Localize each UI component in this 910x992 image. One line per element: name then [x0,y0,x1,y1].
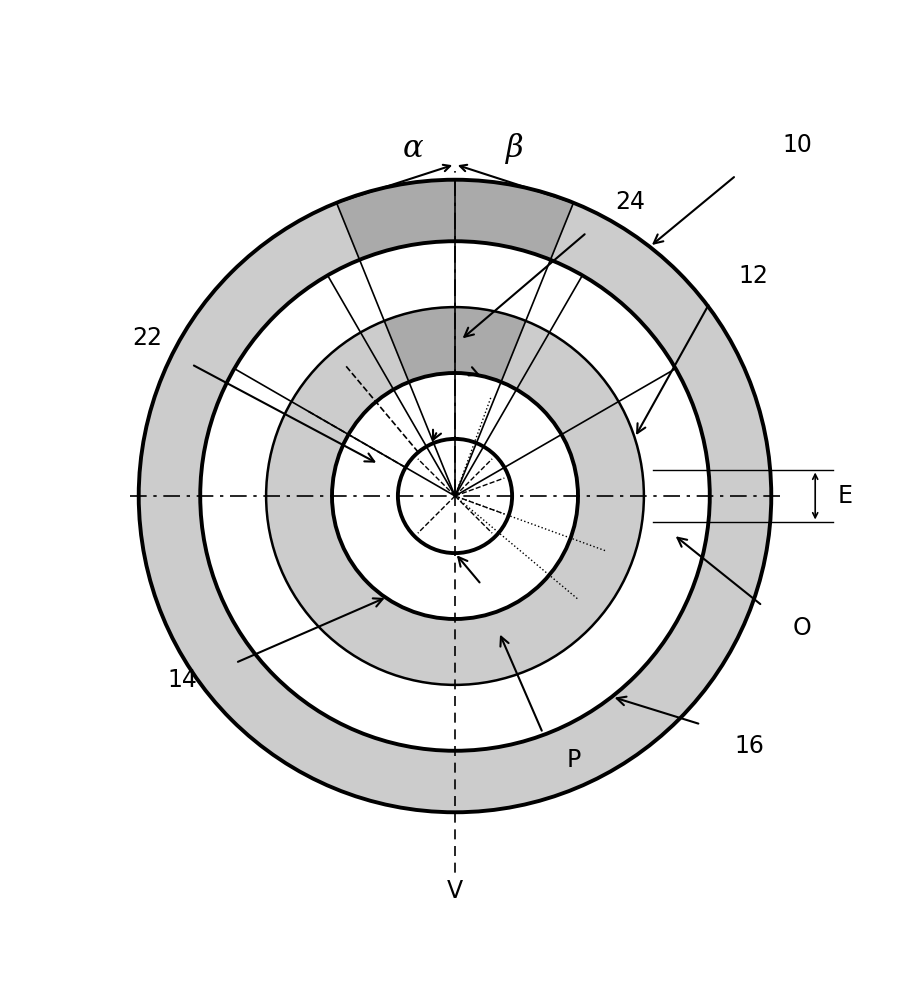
Polygon shape [332,373,578,619]
Text: P: P [567,748,581,772]
Text: 22: 22 [133,325,163,350]
Text: 24: 24 [616,189,646,213]
Text: O: O [793,616,812,640]
Text: 16: 16 [734,734,764,758]
Polygon shape [266,308,644,684]
Polygon shape [384,308,526,382]
Text: V: V [447,879,463,904]
Text: 14: 14 [167,669,197,692]
Text: 10: 10 [783,133,813,157]
Text: α: α [403,134,423,165]
Text: 12: 12 [739,264,769,289]
Polygon shape [337,180,573,260]
Text: β: β [505,134,523,165]
Text: E: E [837,484,852,508]
Polygon shape [200,241,710,751]
Polygon shape [138,180,772,812]
